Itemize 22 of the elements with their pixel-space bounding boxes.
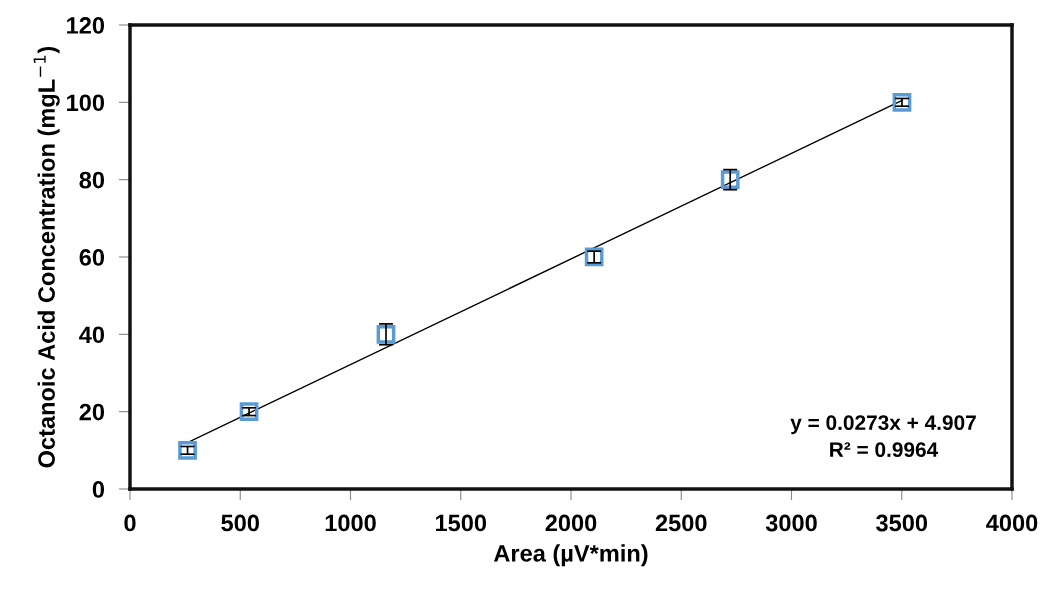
y-tick-label: 80 — [79, 171, 105, 189]
x-tick-label: 1000 — [325, 514, 376, 532]
y-tick-label: 100 — [67, 94, 105, 112]
x-tick-label: 4000 — [986, 514, 1038, 532]
x-tick-label: 1500 — [435, 514, 487, 532]
x-axis-title: Area (µV*min) — [493, 544, 648, 567]
x-tick-label: 3500 — [876, 514, 928, 532]
x-tick-label: 500 — [221, 514, 259, 532]
x-tick-label: 0 — [124, 514, 136, 532]
point — [239, 402, 259, 422]
point — [892, 92, 912, 112]
y-tick-label: 40 — [79, 326, 105, 344]
y-tick-label: 0 — [92, 481, 105, 498]
annotation: y = 0.0273x + 4.907 R² = 0.9964 — [790, 415, 976, 458]
y-axis-title: Octanoic Acid Concentration (mgL$^{−1}$) — [33, 46, 60, 468]
y-tick-label: 20 — [79, 403, 105, 421]
x-tick-label: 2500 — [655, 514, 707, 532]
point — [178, 440, 197, 460]
y-tick-label: 120 — [67, 17, 105, 34]
x-tick-label: 3000 — [765, 514, 817, 532]
y-tick-label: 60 — [79, 249, 105, 266]
x-tick-label: 2000 — [545, 514, 597, 532]
